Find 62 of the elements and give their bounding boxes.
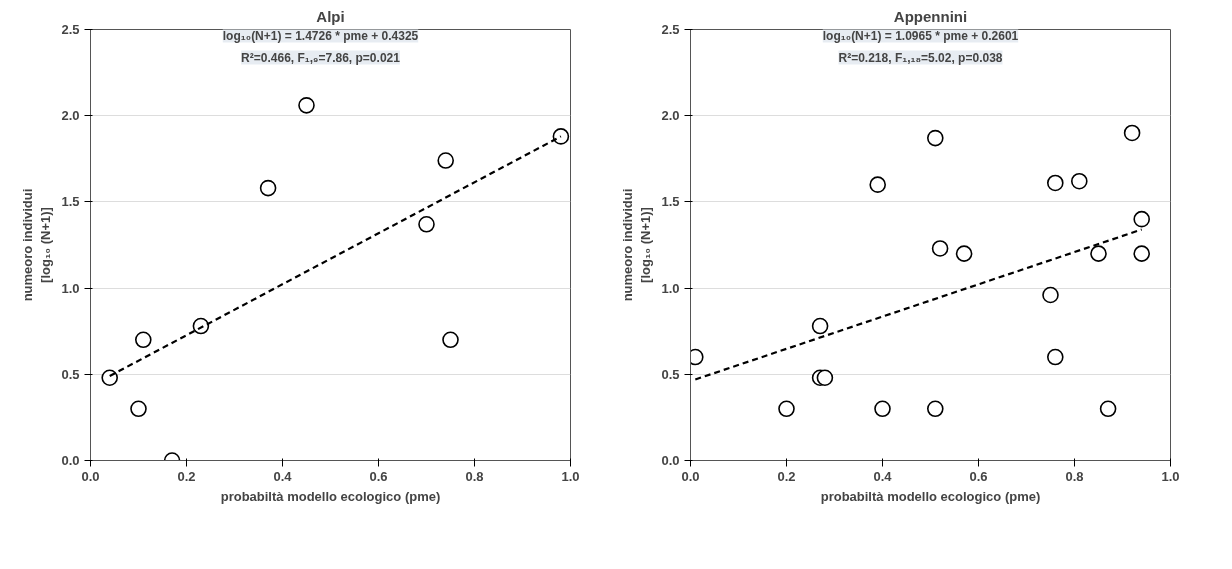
x-tick-label: 0.8: [1065, 468, 1084, 484]
annotation: R²=0.466, F₁,₉=7.86, p=0.021: [241, 50, 401, 65]
annotation: log₁₀(N+1) = 1.4726 * pme + 0.4325: [222, 28, 419, 43]
point: [192, 317, 210, 335]
x-axis-title: probabiltà modello ecologico (pme): [220, 488, 441, 504]
point: [1133, 210, 1150, 228]
point: [418, 216, 435, 233]
x-tick-label: 0.4: [273, 468, 293, 484]
point: [298, 97, 315, 114]
point: [1071, 172, 1088, 190]
point: [816, 369, 834, 387]
chart-title: Appennini: [893, 7, 968, 25]
chart-title: Alpi: [316, 7, 345, 25]
y-tick-label: 2.0: [661, 108, 680, 124]
annotation: R²=0.218, F₁,₁₈=5.02, p=0.038: [838, 50, 1003, 65]
point: [259, 179, 277, 197]
point: [927, 400, 944, 418]
x-tick-label: 0.4: [873, 468, 893, 484]
y-tick-label: 0.5: [661, 366, 680, 382]
point: [1133, 245, 1150, 262]
annotation: log₁₀(N+1) = 1.0965 * pme + 0.2601: [822, 28, 1019, 43]
point: [101, 369, 118, 387]
x-tick-label: 1.0: [1161, 468, 1180, 484]
y-axis-title: numeoro individui [log₁₀ (N+1)]: [620, 188, 654, 302]
x-axis-title: probabiltà modello ecologico (pme): [820, 488, 1041, 504]
point: [1090, 245, 1107, 262]
y-tick-label: 1.0: [61, 280, 80, 296]
y-tick-label: 0.0: [61, 453, 80, 468]
point: [1042, 286, 1059, 304]
x-tick-label: 0.0: [681, 468, 700, 484]
y-tick-label: 0.5: [61, 366, 80, 382]
y-tick-label: 1.5: [661, 194, 680, 210]
point: [1099, 400, 1117, 418]
point: [1123, 124, 1141, 142]
y-tick-label: 2.5: [661, 22, 680, 37]
y-tick-label: 1.5: [61, 194, 80, 210]
point: [1047, 174, 1064, 192]
y-tick-label: 0.0: [661, 453, 680, 468]
point: [1047, 348, 1064, 366]
y-axis-title: numeoro individui [log₁₀ (N+1)]: [20, 188, 54, 302]
point: [130, 400, 147, 418]
point: [778, 400, 795, 418]
x-tick-label: 0.2: [777, 468, 796, 484]
x-tick-label: 0.0: [81, 468, 100, 484]
y-tick-label: 2.5: [61, 22, 80, 37]
point: [135, 331, 152, 349]
point: [931, 240, 949, 257]
x-tick-label: 0.8: [465, 468, 484, 484]
point: [955, 245, 973, 262]
x-tick-label: 0.6: [369, 468, 388, 484]
point: [552, 128, 570, 145]
point: [437, 152, 454, 169]
point: [869, 176, 886, 193]
x-tick-label: 1.0: [561, 468, 580, 484]
y-tick-label: 1.0: [661, 280, 680, 296]
point: [811, 317, 829, 335]
point: [874, 400, 891, 418]
x-tick-label: 0.6: [969, 468, 988, 484]
point: [927, 129, 944, 147]
x-tick-label: 0.2: [177, 468, 196, 484]
point: [442, 331, 459, 349]
y-tick-label: 2.0: [61, 108, 80, 124]
